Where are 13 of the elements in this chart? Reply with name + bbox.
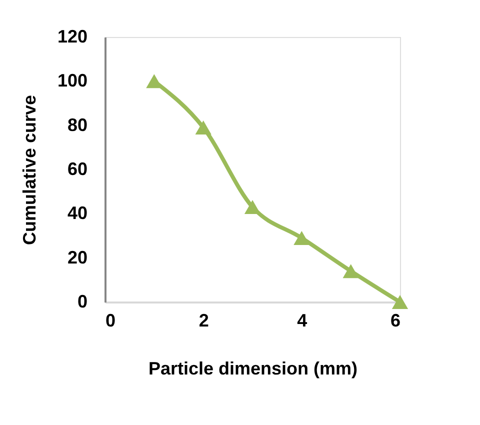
- y-tick-label: 60: [67, 159, 88, 179]
- y-tick-label: 0: [77, 292, 88, 312]
- y-axis-title: Cumulative curve: [19, 94, 40, 246]
- y-tick-label: 40: [67, 203, 88, 224]
- x-tick-label: 4: [297, 310, 308, 330]
- x-tick-label: 2: [198, 310, 209, 330]
- y-tick-label: 120: [57, 26, 88, 46]
- y-tick-label: 100: [57, 70, 88, 91]
- x-tick-label: 0: [106, 310, 116, 330]
- y-tick-label: 80: [67, 114, 88, 135]
- x-axis-title: Particle dimension (mm): [148, 358, 358, 378]
- y-tick-label: 20: [67, 247, 88, 268]
- x-tick-label: 6: [390, 310, 400, 330]
